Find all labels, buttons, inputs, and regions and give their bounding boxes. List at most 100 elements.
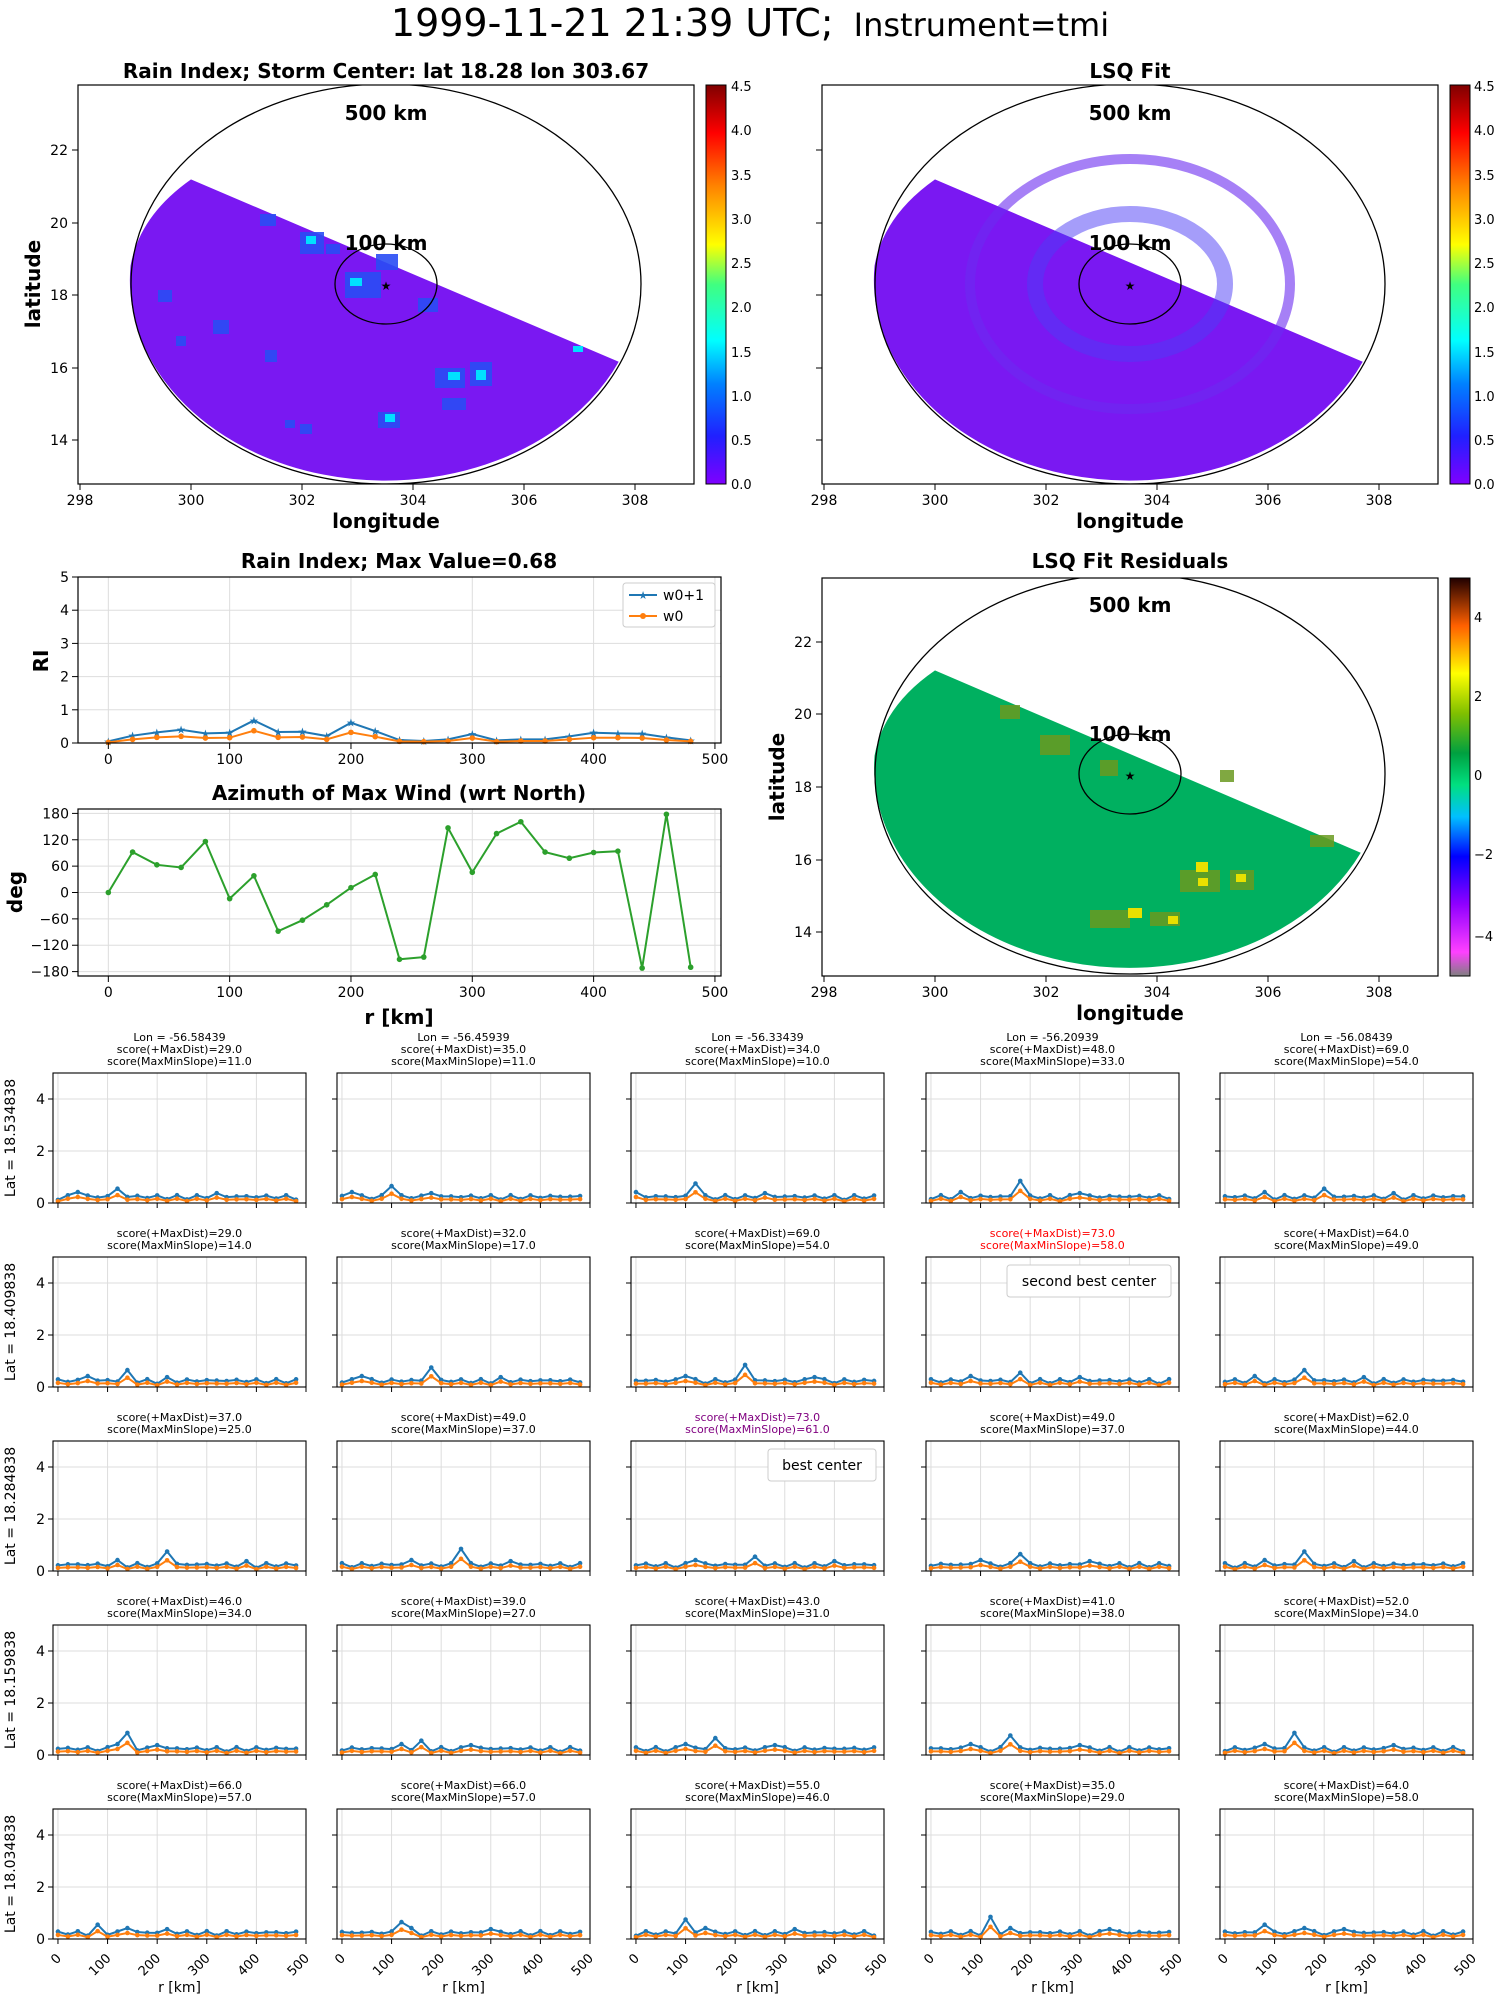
panel-point [861, 1377, 867, 1383]
panel-point [1047, 1749, 1053, 1754]
panel-point [802, 1380, 807, 1386]
panel-point [1302, 1549, 1307, 1554]
panel-point [802, 1197, 807, 1203]
panel-score-slope: score(MaxMinSlope)=54.0 [1274, 1055, 1419, 1068]
panel-point [1166, 1376, 1172, 1382]
panel-note: best center [782, 1458, 862, 1474]
panel-point [538, 1197, 543, 1203]
panel-point [1450, 1377, 1456, 1383]
panel-point [184, 1380, 190, 1386]
svg-text:298: 298 [811, 985, 838, 1001]
panel-point [822, 1748, 827, 1754]
panel-point [1361, 1933, 1367, 1938]
svg-text:4.0: 4.0 [731, 124, 752, 139]
panel-point [861, 1749, 867, 1755]
ri-chart-title: Rain Index; Max Value=0.68 [241, 549, 557, 573]
panel-point [1156, 1564, 1162, 1570]
panel-point [339, 1560, 345, 1566]
svg-text:2.5: 2.5 [1474, 257, 1495, 272]
panel-point [673, 1377, 678, 1382]
panel-point [968, 1932, 973, 1938]
panel-point [528, 1745, 533, 1750]
panel-point [1107, 1744, 1112, 1750]
panel-xtick-label: 100 [1253, 1951, 1281, 1979]
panel-point [1077, 1195, 1083, 1200]
panel-xtick-label: 300 [1058, 1951, 1086, 1979]
panel-point [1381, 1932, 1387, 1938]
panel-point [1411, 1934, 1416, 1939]
panel-point [478, 1745, 484, 1751]
panel-point [548, 1748, 553, 1754]
panel-point [1460, 1560, 1466, 1566]
panel-frame [336, 1624, 591, 1756]
panel-point [419, 1934, 424, 1940]
panel-point [968, 1564, 973, 1570]
panel-point [359, 1373, 365, 1379]
panel-point [802, 1377, 807, 1382]
panel-point [419, 1744, 424, 1750]
svg-text:302: 302 [1033, 985, 1060, 1001]
panel-point [732, 1749, 738, 1755]
panel-point [428, 1564, 434, 1570]
panel-point [488, 1192, 494, 1198]
panel-point [379, 1192, 384, 1198]
panel-note-box [1006, 1264, 1172, 1298]
panel-point [653, 1566, 659, 1571]
panel-ytick-label: 2 [36, 1880, 45, 1896]
az-point [299, 917, 306, 923]
panel-point [1351, 1382, 1357, 1387]
panel-point [389, 1565, 394, 1571]
panel-point [95, 1197, 100, 1203]
panel-point [144, 1380, 150, 1386]
panel-point [703, 1196, 708, 1202]
panel-point [144, 1933, 150, 1938]
panel-point [822, 1376, 827, 1382]
panel-xtick-label: 100 [86, 1951, 114, 1979]
panel-point [1232, 1745, 1238, 1750]
panel-point [1097, 1561, 1102, 1567]
panel-point [812, 1379, 817, 1384]
panel-point [115, 1192, 120, 1198]
panel-point [204, 1932, 210, 1938]
panel-point [458, 1748, 464, 1754]
panel-score-dist: score(+MaxDist)=35.0 [401, 1043, 526, 1056]
svg-text:14: 14 [794, 925, 812, 941]
panel-xtick-label: 200 [420, 1951, 448, 1979]
ri-point [299, 734, 306, 740]
panel-point [135, 1932, 140, 1938]
panel-point [683, 1378, 688, 1384]
ring-100km-resid [1078, 733, 1182, 815]
panel-point [1411, 1745, 1416, 1751]
panel-point [144, 1748, 150, 1754]
xtick-306: 306 [511, 493, 538, 509]
panel-point [1097, 1928, 1102, 1934]
panel-point [713, 1380, 718, 1386]
row-lat-label: Lat = 18.034838 [3, 1815, 19, 1933]
panel-point [75, 1749, 81, 1755]
panel-point [1302, 1193, 1307, 1198]
panel-point [409, 1380, 414, 1386]
panel-point [722, 1382, 728, 1387]
panel-point [1401, 1377, 1406, 1382]
panel-point [224, 1750, 229, 1756]
panel-point [1262, 1189, 1267, 1195]
panel-xtick-label: 100 [370, 1951, 398, 1979]
panel-point [125, 1930, 130, 1936]
panel-point [832, 1563, 837, 1568]
panel-point [154, 1747, 160, 1752]
panel-point [55, 1380, 61, 1386]
panel-r3-c3: score(MaxMinSlope)=38.0score(+MaxDist)=4… [921, 1595, 1180, 1760]
panel-point [1311, 1750, 1317, 1755]
panel-point [254, 1748, 259, 1754]
panel-point [1008, 1733, 1013, 1738]
panel-score-slope: score(MaxMinSlope)=11.0 [107, 1055, 252, 1068]
panel-point [105, 1380, 110, 1386]
panel-point [85, 1196, 91, 1202]
panel-point [851, 1745, 857, 1751]
panel-point [633, 1194, 639, 1200]
rain-index-line-chart: Rain Index; Max Value=0.68 RI ★ ★ ★ ★ ★★★ ★ ★★… [29, 549, 728, 768]
panel-score-slope: score(MaxMinSlope)=11.0 [391, 1055, 536, 1068]
panel-point [1272, 1565, 1277, 1571]
panel-point [1411, 1565, 1416, 1570]
panel-point [105, 1748, 110, 1754]
